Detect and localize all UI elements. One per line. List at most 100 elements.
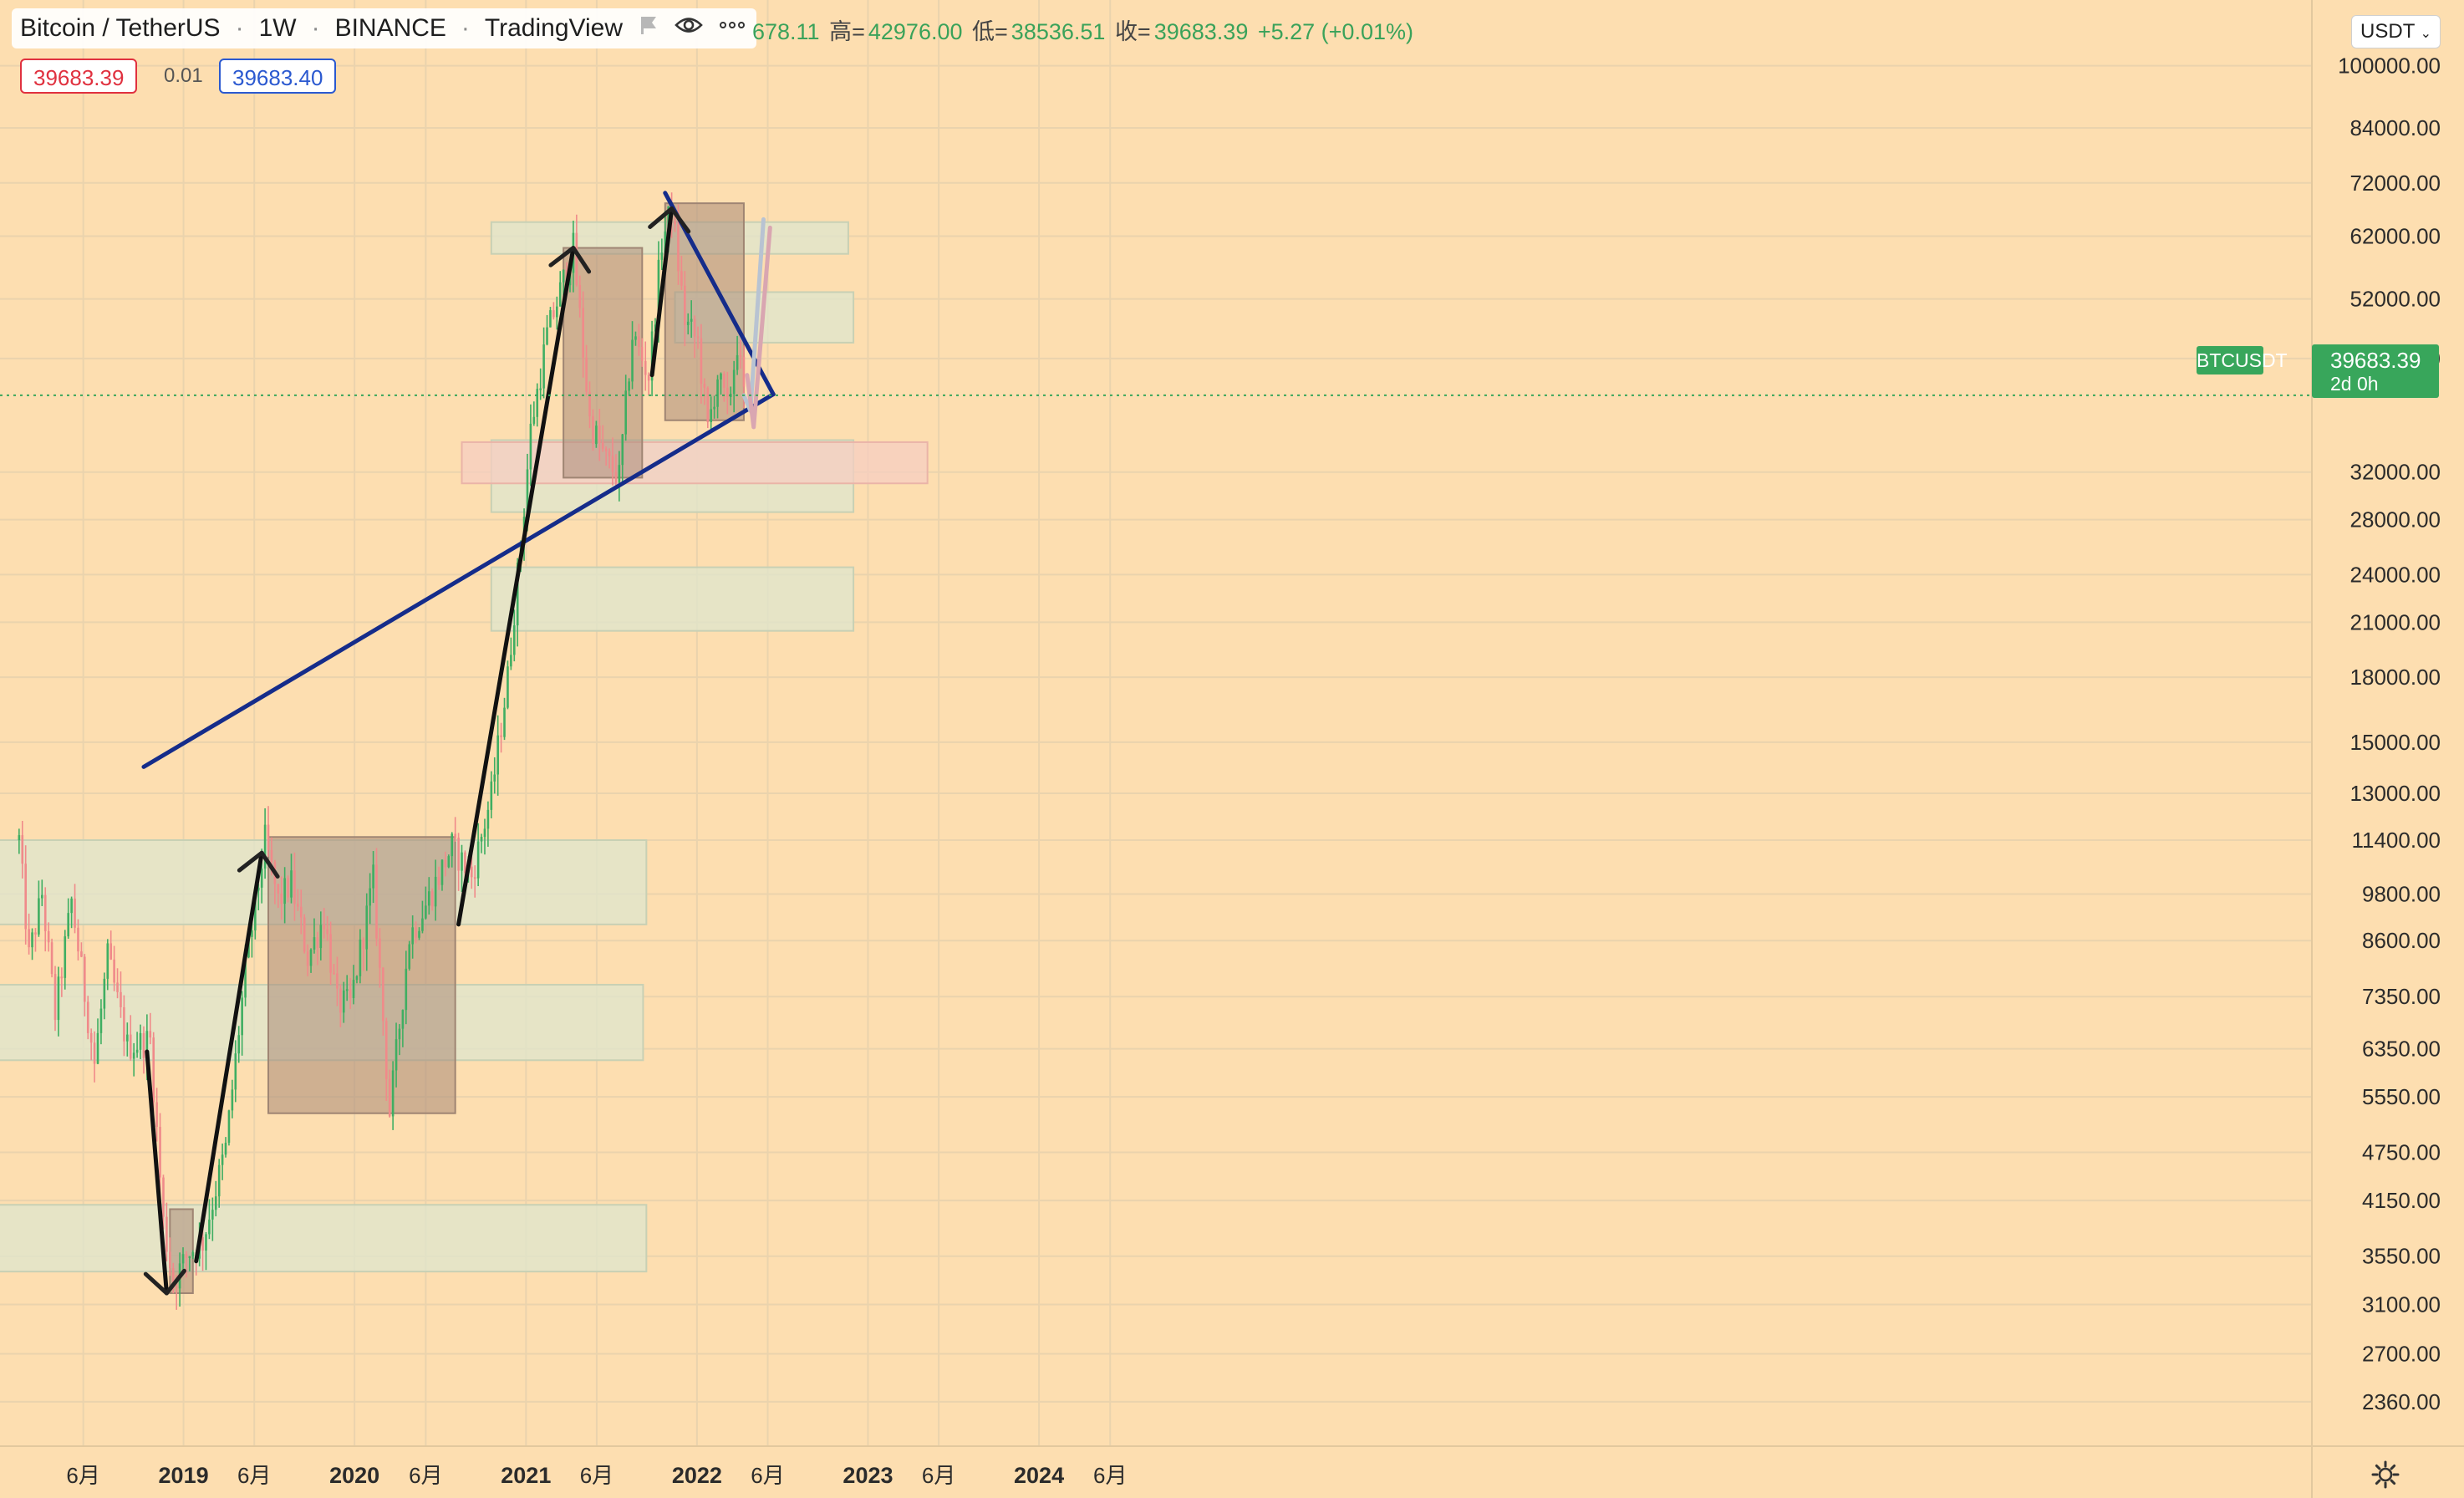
candle-down	[349, 989, 352, 998]
candle-down	[120, 991, 122, 1007]
flag-icon[interactable]	[638, 14, 659, 43]
header-separator: ·	[311, 14, 320, 42]
candle-down	[375, 864, 378, 939]
candle-down	[169, 1251, 171, 1269]
x-tick-label: 2021	[501, 1463, 551, 1488]
candle-down	[647, 374, 650, 381]
gear-icon[interactable]	[2370, 1460, 2400, 1490]
candle-up	[263, 824, 267, 869]
candle-down	[89, 1032, 93, 1043]
interval[interactable]: 1W	[258, 14, 297, 42]
candle-down	[116, 982, 119, 992]
candle-down	[444, 859, 447, 868]
candle-down	[382, 967, 384, 1022]
ohlc-legend: 678.11 高= 42976.00 低= 38536.51 收= 39683.39 …	[752, 13, 1417, 46]
symbol-name[interactable]: Bitcoin / TetherUS	[20, 14, 221, 42]
candle-up	[486, 809, 490, 829]
y-tick-label: 84000.00	[2350, 115, 2441, 140]
price-axis[interactable]: 100000.00 84000.00 72000.00 62000.00 52000.0…	[2338, 54, 2441, 1414]
candle-down	[123, 1006, 125, 1042]
candle-up	[451, 833, 454, 857]
candle-up	[686, 321, 690, 325]
candle-up	[732, 369, 736, 395]
candle-down	[585, 357, 588, 392]
candle-up	[31, 932, 33, 948]
eye-icon[interactable]	[675, 14, 703, 43]
symbol-price-tag: BTCUSDT	[2197, 346, 2288, 374]
candle-up	[546, 327, 548, 345]
candle-down	[323, 925, 326, 930]
candle-up	[369, 888, 371, 906]
arrow-head	[237, 850, 280, 879]
candle-down	[50, 942, 53, 975]
sell-price-chip[interactable]: 39683.39	[20, 59, 138, 94]
candle-up	[139, 1032, 142, 1050]
more-dots-icon[interactable]	[718, 14, 746, 43]
time-axis[interactable]: 6月 2019 6月 2020 6月 2021 6月 2022 6月 2023 6月 2024 6月	[66, 1463, 1127, 1488]
y-tick-label: 24000.00	[2350, 562, 2441, 587]
candle-up	[57, 976, 60, 1021]
candle-down	[582, 308, 584, 358]
candle-up	[355, 976, 359, 981]
candle-up	[211, 1210, 214, 1220]
candle-down	[171, 1268, 175, 1287]
y-tick-label: 5550.00	[2362, 1084, 2441, 1109]
candle-up	[411, 927, 414, 945]
candle-up	[512, 625, 516, 655]
candle-down	[470, 866, 473, 878]
candle-down	[384, 1021, 388, 1079]
candle-down	[60, 976, 64, 979]
candle-down	[175, 1286, 178, 1289]
y-tick-label: 9800.00	[2362, 882, 2441, 907]
candle-up	[713, 406, 715, 410]
candle-down	[155, 1102, 158, 1128]
candle-down	[598, 425, 601, 443]
candle-up	[562, 269, 565, 283]
candle-down	[267, 824, 270, 850]
candle-down	[742, 356, 746, 387]
y-tick-label: 4750.00	[2362, 1139, 2441, 1164]
candle-down	[611, 456, 614, 472]
candle-down	[142, 1032, 145, 1058]
y-tick-label: 8600.00	[2362, 928, 2441, 953]
candle-up	[510, 655, 512, 667]
x-tick-label: 2019	[159, 1463, 209, 1488]
candle-down	[93, 1042, 96, 1064]
candle-up	[290, 870, 293, 898]
candle-down	[47, 930, 50, 943]
candle-down	[674, 221, 676, 225]
support-resistance-zones	[0, 221, 929, 1273]
candle-up	[260, 869, 263, 888]
candle-up	[313, 937, 316, 950]
x-tick-label: 6月	[580, 1463, 613, 1488]
candle-up	[710, 409, 713, 422]
arrow-head	[548, 246, 592, 274]
candle-up	[418, 930, 420, 938]
y-tick-label: 11400.00	[2351, 828, 2441, 853]
candle-up	[621, 434, 624, 466]
y-tick-label: 100000.00	[2338, 54, 2441, 79]
candle-up	[421, 918, 424, 931]
candle-down	[149, 1031, 152, 1038]
currency-selector[interactable]: USDT ⌄	[2351, 15, 2441, 48]
candle-up	[536, 389, 539, 417]
candle-down	[326, 929, 328, 935]
high-value: 42976.00	[868, 19, 963, 44]
candle-down	[280, 893, 283, 904]
range-box	[267, 836, 456, 1114]
candle-up	[237, 1035, 241, 1054]
candle-up	[427, 891, 430, 906]
x-tick-label: 2023	[843, 1463, 893, 1488]
candle-up	[64, 936, 67, 978]
buy-price-chip[interactable]: 39683.40	[219, 59, 337, 94]
candle-down	[185, 1254, 188, 1258]
candle-up	[188, 1256, 191, 1258]
candle-up	[221, 1154, 224, 1165]
candle-up	[191, 1252, 195, 1256]
candle-up	[251, 930, 253, 937]
candle-up	[205, 1234, 207, 1251]
candle-up	[542, 344, 545, 389]
candle-up	[408, 944, 411, 969]
candle-down	[552, 310, 555, 318]
